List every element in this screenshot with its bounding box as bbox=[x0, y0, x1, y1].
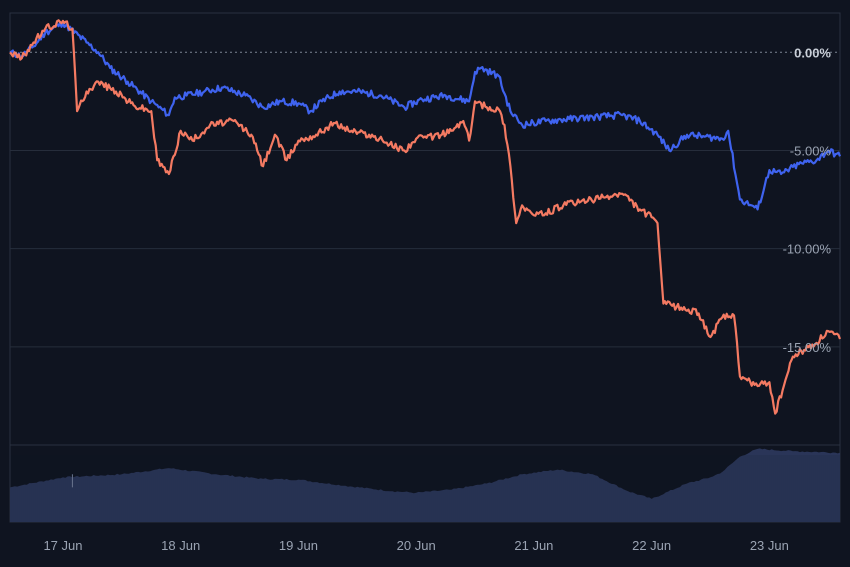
y-axis-labels: 0.00% -5.00% -10.00% -15.00% bbox=[783, 45, 832, 355]
x-tick-label: 18 Jun bbox=[161, 538, 200, 553]
y-tick-label: -5.00% bbox=[790, 143, 832, 158]
y-tick-label: -10.00% bbox=[783, 242, 832, 257]
series-line-2 bbox=[9, 19, 842, 415]
x-tick-label: 19 Jun bbox=[279, 538, 318, 553]
y-tick-label: 0.00% bbox=[794, 45, 831, 60]
volume-area bbox=[10, 448, 840, 522]
series-line-1 bbox=[9, 21, 842, 211]
x-tick-label: 17 Jun bbox=[43, 538, 82, 553]
x-tick-label: 23 Jun bbox=[750, 538, 789, 553]
gridlines bbox=[10, 51, 840, 446]
x-tick-label: 22 Jun bbox=[632, 538, 671, 553]
y-tick-label: -15.00% bbox=[783, 340, 832, 355]
x-axis-labels: 17 Jun 18 Jun 19 Jun 20 Jun 21 Jun 22 Jun 23 J… bbox=[43, 538, 788, 553]
volume-bars bbox=[10, 448, 840, 522]
x-tick-label: 21 Jun bbox=[514, 538, 553, 553]
x-tick-label: 20 Jun bbox=[397, 538, 436, 553]
series-lines bbox=[9, 19, 842, 415]
